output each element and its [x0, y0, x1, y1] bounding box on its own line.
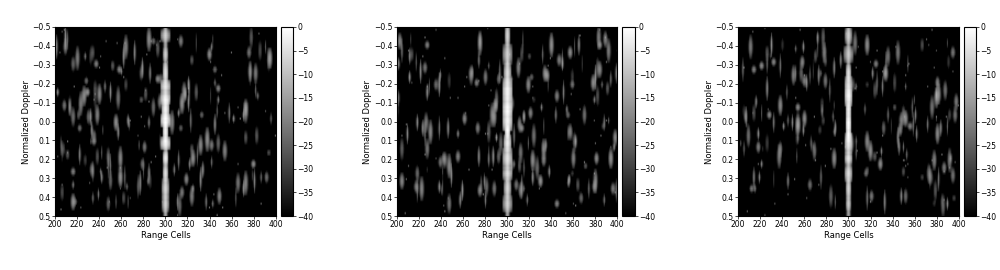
Y-axis label: Normalized Doppler: Normalized Doppler: [363, 79, 372, 164]
Y-axis label: Normalized Doppler: Normalized Doppler: [22, 79, 31, 164]
X-axis label: Range Cells: Range Cells: [141, 231, 190, 239]
X-axis label: Range Cells: Range Cells: [482, 231, 532, 239]
X-axis label: Range Cells: Range Cells: [824, 231, 873, 239]
Y-axis label: Normalized Doppler: Normalized Doppler: [705, 79, 714, 164]
